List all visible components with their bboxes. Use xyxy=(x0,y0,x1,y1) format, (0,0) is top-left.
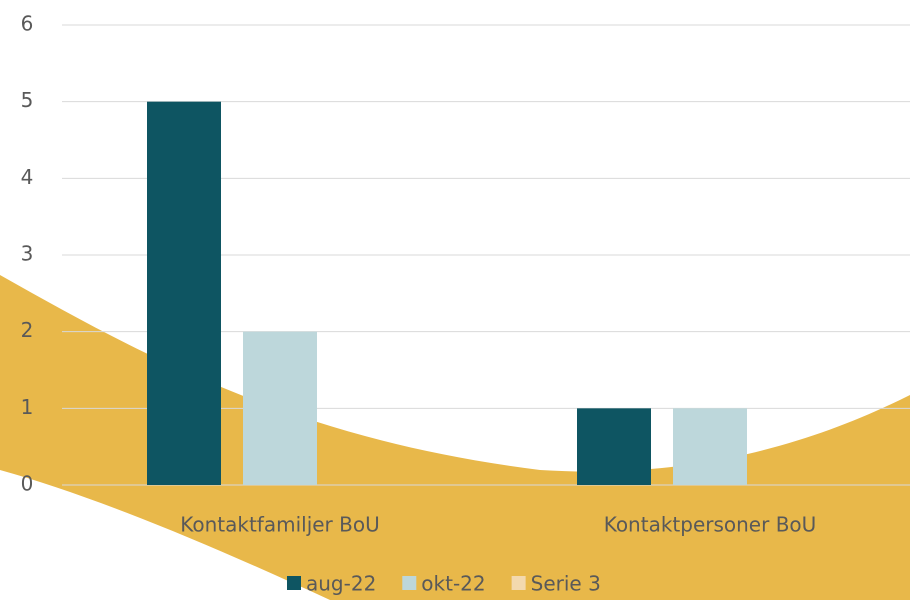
x-tick-label: Kontaktfamiljer BoU xyxy=(180,513,379,537)
bar xyxy=(577,408,651,485)
y-tick-label: 0 xyxy=(21,472,34,496)
y-tick-label: 3 xyxy=(21,242,34,266)
legend-swatch xyxy=(402,576,417,590)
y-tick-label: 5 xyxy=(21,88,34,112)
x-tick-label: Kontaktpersoner BoU xyxy=(604,513,817,537)
y-tick-label: 4 xyxy=(21,165,34,189)
legend-label: aug-22 xyxy=(306,572,376,596)
bar xyxy=(243,331,317,485)
y-tick-label: 1 xyxy=(21,395,34,419)
y-tick-label: 6 xyxy=(21,12,34,36)
legend-swatch xyxy=(287,576,301,590)
bar xyxy=(673,408,747,485)
legend-swatch xyxy=(511,576,526,590)
bar xyxy=(147,101,221,486)
marks xyxy=(147,101,747,486)
legend-label: okt-22 xyxy=(421,572,485,596)
y-tick-label: 2 xyxy=(21,318,34,342)
legend-label: Serie 3 xyxy=(531,572,601,596)
background-wave xyxy=(0,275,910,600)
